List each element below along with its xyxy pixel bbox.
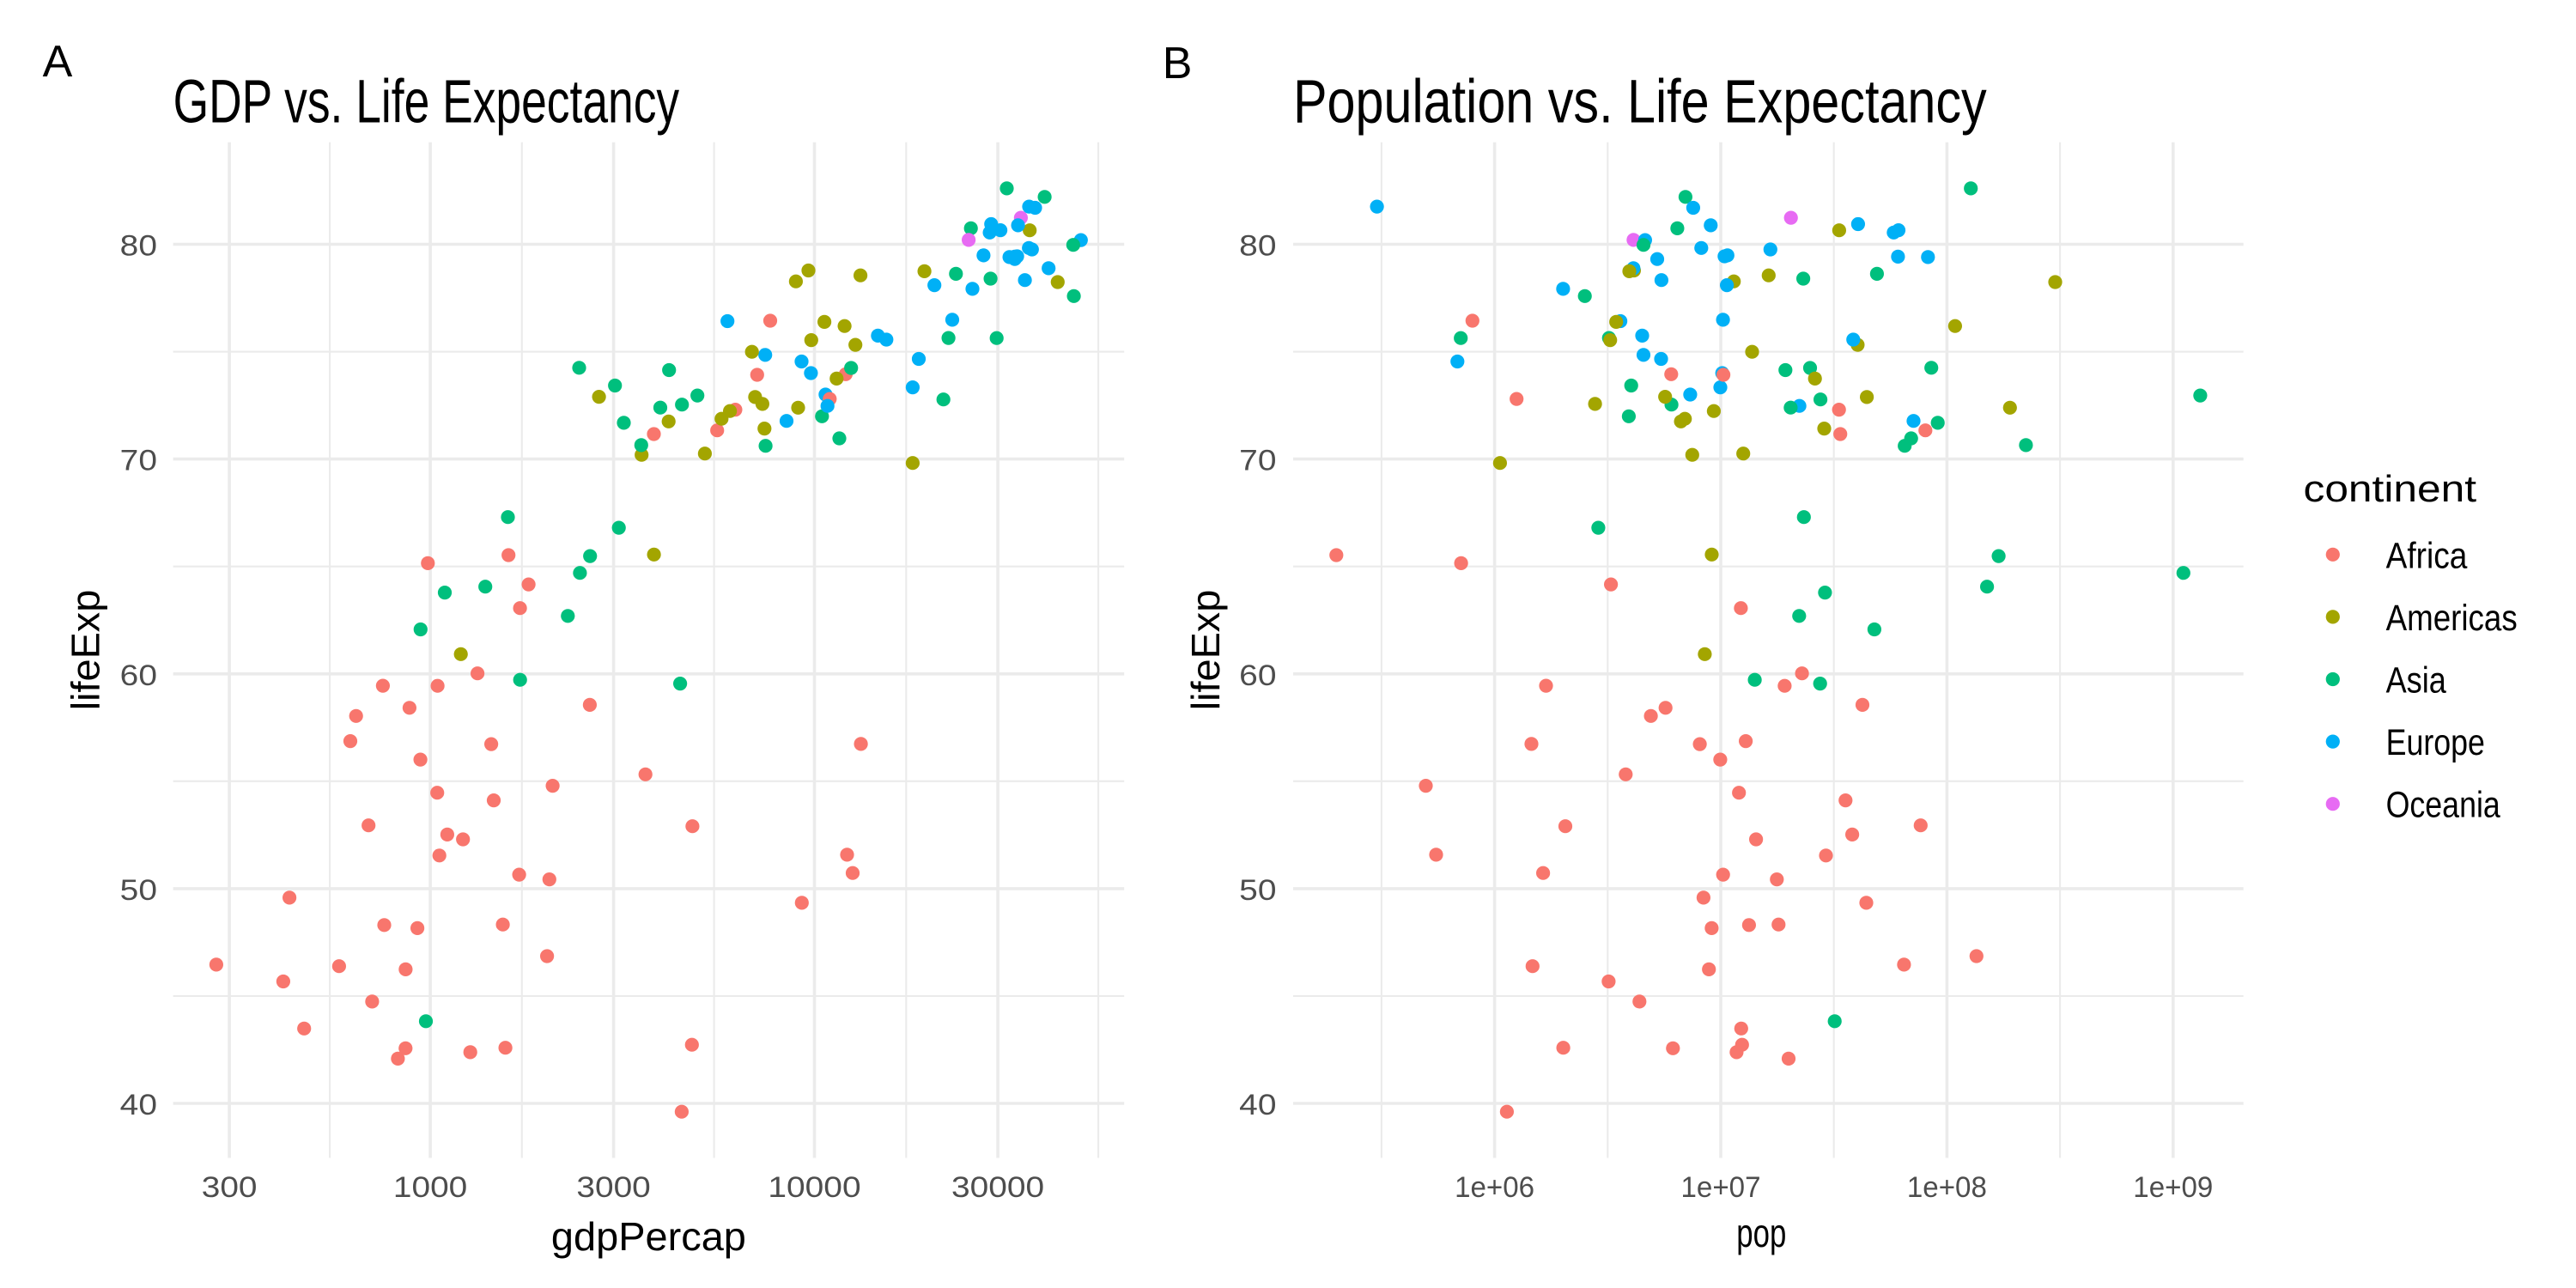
svg-text:80: 80 [120,230,157,263]
svg-text:300: 300 [202,1171,258,1204]
svg-text:1e+07: 1e+07 [1681,1171,1761,1204]
svg-text:1000: 1000 [393,1171,467,1204]
svg-text:lifeExp: lifeExp [1183,590,1228,711]
svg-text:Oceania: Oceania [2386,785,2500,826]
svg-text:30000: 30000 [951,1171,1044,1204]
svg-text:1e+09: 1e+09 [2133,1171,2213,1204]
svg-text:lifeExp: lifeExp [64,590,108,711]
svg-text:50: 50 [120,874,157,907]
svg-text:70: 70 [120,445,157,477]
svg-text:80: 80 [1239,230,1276,263]
svg-text:continent: continent [2304,468,2477,510]
svg-text:1e+08: 1e+08 [1907,1171,1987,1204]
svg-text:60: 60 [120,659,157,692]
svg-text:1e+06: 1e+06 [1455,1171,1534,1204]
svg-text:40: 40 [120,1089,157,1121]
svg-text:60: 60 [1239,659,1276,692]
svg-text:40: 40 [1239,1089,1276,1121]
svg-text:B: B [1163,39,1193,88]
svg-text:10000: 10000 [768,1171,860,1204]
svg-text:pop: pop [1736,1211,1786,1255]
svg-text:70: 70 [1239,445,1276,477]
svg-text:gdpPercap: gdpPercap [551,1214,746,1259]
svg-text:Americas: Americas [2386,598,2518,639]
svg-text:Asia: Asia [2386,660,2446,702]
svg-text:A: A [43,37,73,87]
svg-text:GDP vs. Life Expectancy: GDP vs. Life Expectancy [173,69,680,137]
svg-text:Europe: Europe [2386,722,2485,763]
svg-text:50: 50 [1239,874,1276,907]
svg-text:Africa: Africa [2386,535,2468,576]
svg-text:3000: 3000 [576,1171,650,1204]
svg-text:Population vs. Life Expectancy: Population vs. Life Expectancy [1293,69,1987,137]
